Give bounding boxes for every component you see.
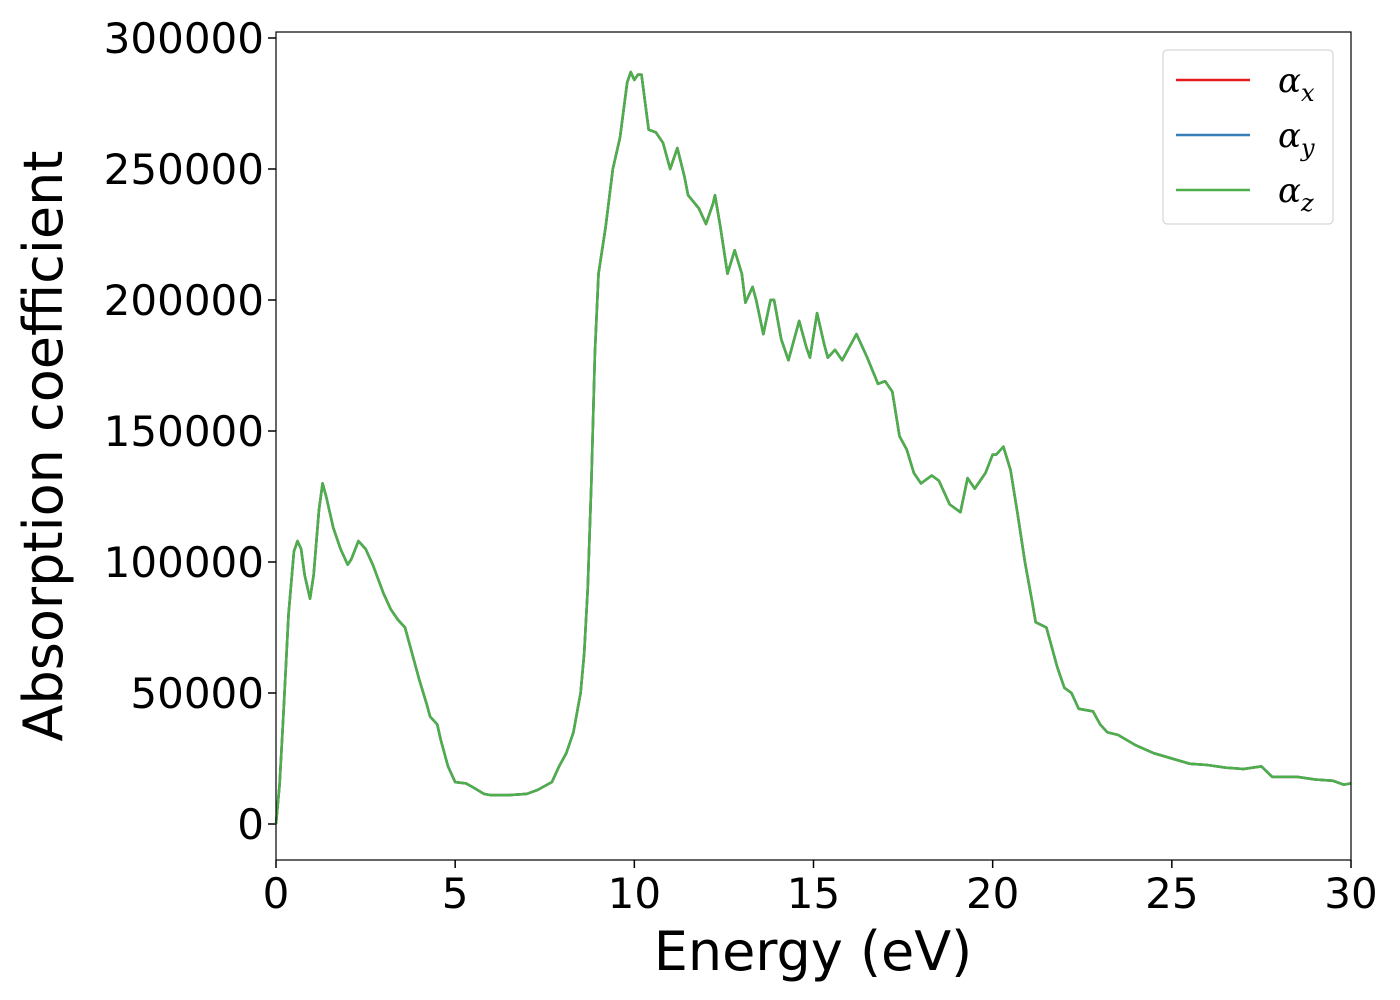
y-tick-label: 200000 bbox=[104, 276, 264, 325]
y-axis-label: Absorption coefficient bbox=[12, 151, 75, 742]
x-tick-label: 15 bbox=[787, 869, 840, 918]
y-tick-label: 50000 bbox=[130, 669, 264, 718]
x-tick-label: 25 bbox=[1145, 869, 1198, 918]
x-tick-label: 5 bbox=[442, 869, 469, 918]
x-tick-label: 20 bbox=[966, 869, 1019, 918]
y-tick-label: 250000 bbox=[104, 145, 264, 194]
plot-frame bbox=[275, 31, 1352, 861]
y-tick-label: 300000 bbox=[104, 14, 264, 63]
y-tick-label: 100000 bbox=[104, 538, 264, 587]
x-tick-label: 30 bbox=[1324, 869, 1377, 918]
x-axis-label: Energy (eV) bbox=[654, 920, 973, 983]
y-tick-label: 150000 bbox=[104, 407, 264, 456]
legend-box bbox=[1162, 49, 1334, 225]
x-tick-label: 0 bbox=[263, 869, 290, 918]
data-line bbox=[274, 70, 1352, 825]
x-tick-label: 10 bbox=[608, 869, 661, 918]
legend-label: αz bbox=[1278, 171, 1314, 217]
y-tick-label: 0 bbox=[237, 800, 264, 849]
